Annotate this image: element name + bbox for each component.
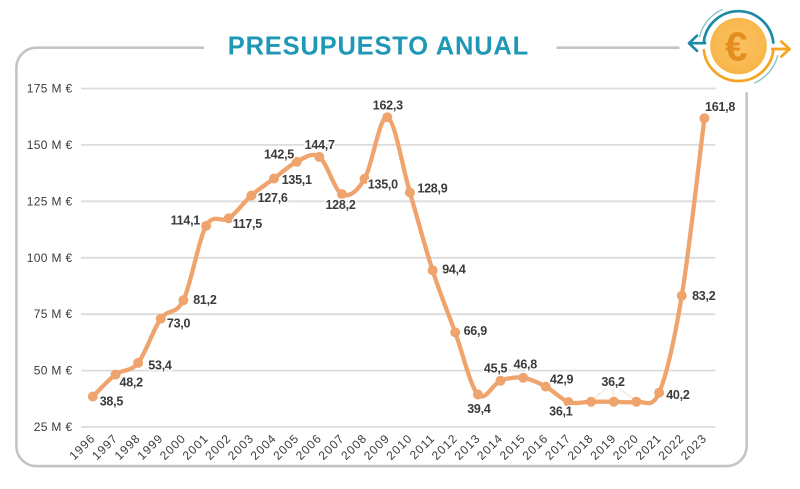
svg-text:46,8: 46,8 bbox=[514, 358, 538, 372]
svg-text:94,4: 94,4 bbox=[442, 262, 466, 276]
svg-text:114,1: 114,1 bbox=[171, 214, 201, 228]
svg-text:66,9: 66,9 bbox=[464, 324, 488, 338]
svg-text:128,9: 128,9 bbox=[417, 182, 447, 196]
svg-text:39,4: 39,4 bbox=[467, 402, 491, 416]
svg-text:128,2: 128,2 bbox=[325, 198, 355, 212]
svg-text:PRESUPUESTO ANUAL: PRESUPUESTO ANUAL bbox=[228, 33, 529, 61]
svg-text:36,2: 36,2 bbox=[601, 375, 625, 389]
svg-text:42,9: 42,9 bbox=[550, 373, 574, 387]
svg-text:36,1: 36,1 bbox=[549, 405, 573, 419]
svg-text:161,8: 161,8 bbox=[705, 100, 735, 114]
svg-text:73,0: 73,0 bbox=[167, 317, 191, 331]
svg-text:127,6: 127,6 bbox=[258, 191, 288, 205]
svg-text:25 M €: 25 M € bbox=[34, 420, 73, 434]
svg-text:125 M €: 125 M € bbox=[27, 194, 73, 208]
svg-text:135,0: 135,0 bbox=[368, 177, 398, 191]
svg-text:38,5: 38,5 bbox=[100, 395, 124, 409]
svg-text:75 M €: 75 M € bbox=[34, 307, 73, 321]
svg-text:117,5: 117,5 bbox=[233, 217, 263, 231]
svg-text:162,3: 162,3 bbox=[373, 99, 403, 113]
svg-text:48,2: 48,2 bbox=[120, 376, 144, 390]
svg-text:€: € bbox=[725, 23, 748, 69]
svg-text:175 M €: 175 M € bbox=[27, 82, 73, 96]
svg-text:83,2: 83,2 bbox=[692, 289, 716, 303]
svg-text:144,7: 144,7 bbox=[305, 138, 335, 152]
svg-text:81,2: 81,2 bbox=[193, 293, 217, 307]
svg-text:135,1: 135,1 bbox=[282, 173, 312, 187]
svg-text:100 M €: 100 M € bbox=[27, 251, 73, 265]
svg-text:40,2: 40,2 bbox=[666, 388, 690, 402]
svg-text:50 M €: 50 M € bbox=[34, 364, 73, 378]
svg-text:53,4: 53,4 bbox=[148, 359, 172, 373]
svg-text:150 M €: 150 M € bbox=[27, 138, 73, 152]
svg-text:45,5: 45,5 bbox=[484, 362, 508, 376]
svg-text:142,5: 142,5 bbox=[264, 147, 294, 161]
